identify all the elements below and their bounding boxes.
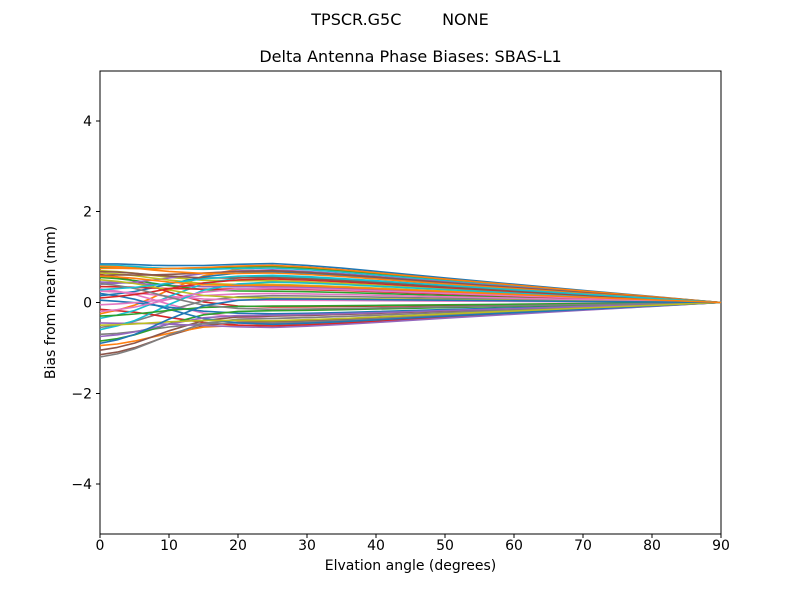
- series-line: [99, 282, 722, 311]
- series-line: [99, 298, 722, 345]
- y-axis-label: Bias from mean (mm): [43, 226, 59, 379]
- y-tick-label: 4: [83, 114, 92, 130]
- x-tick-label: 40: [367, 538, 385, 554]
- series-line: [99, 301, 722, 326]
- x-tick-label: 60: [505, 538, 523, 554]
- series-line: [99, 274, 722, 304]
- figure-suptitle: TPSCR.G5C NONE: [310, 10, 488, 29]
- x-tick-label: 30: [298, 538, 316, 554]
- y-axis-ticks: −4 −2 0 2 4: [71, 114, 100, 493]
- x-axis-label: Elvation angle (degrees): [325, 558, 496, 574]
- axes-title: Delta Antenna Phase Biases: SBAS-L1: [259, 47, 561, 66]
- x-tick-label: 80: [643, 538, 661, 554]
- series-line: [99, 281, 722, 331]
- x-tick-label: 10: [160, 538, 178, 554]
- y-tick-label: −4: [71, 477, 92, 493]
- y-tick-label: 2: [83, 205, 92, 221]
- series-lines-group: [99, 262, 722, 358]
- x-tick-label: 50: [436, 538, 454, 554]
- x-tick-label: 20: [229, 538, 247, 554]
- series-line: [99, 294, 722, 329]
- series-line: [99, 265, 722, 304]
- x-tick-label: 90: [712, 538, 730, 554]
- x-tick-label: 70: [574, 538, 592, 554]
- series-line: [99, 269, 722, 304]
- x-axis-ticks: 0 10 20 30 40 50 60 70 80 90: [96, 534, 730, 554]
- series-line: [99, 287, 722, 313]
- y-tick-label: −2: [71, 386, 92, 402]
- series-line: [99, 301, 722, 358]
- series-line: [99, 270, 722, 304]
- series-line: [99, 301, 722, 317]
- x-tick-label: 0: [96, 538, 105, 554]
- y-tick-label: 0: [83, 296, 92, 312]
- series-line: [99, 292, 722, 326]
- series-line: [99, 275, 722, 304]
